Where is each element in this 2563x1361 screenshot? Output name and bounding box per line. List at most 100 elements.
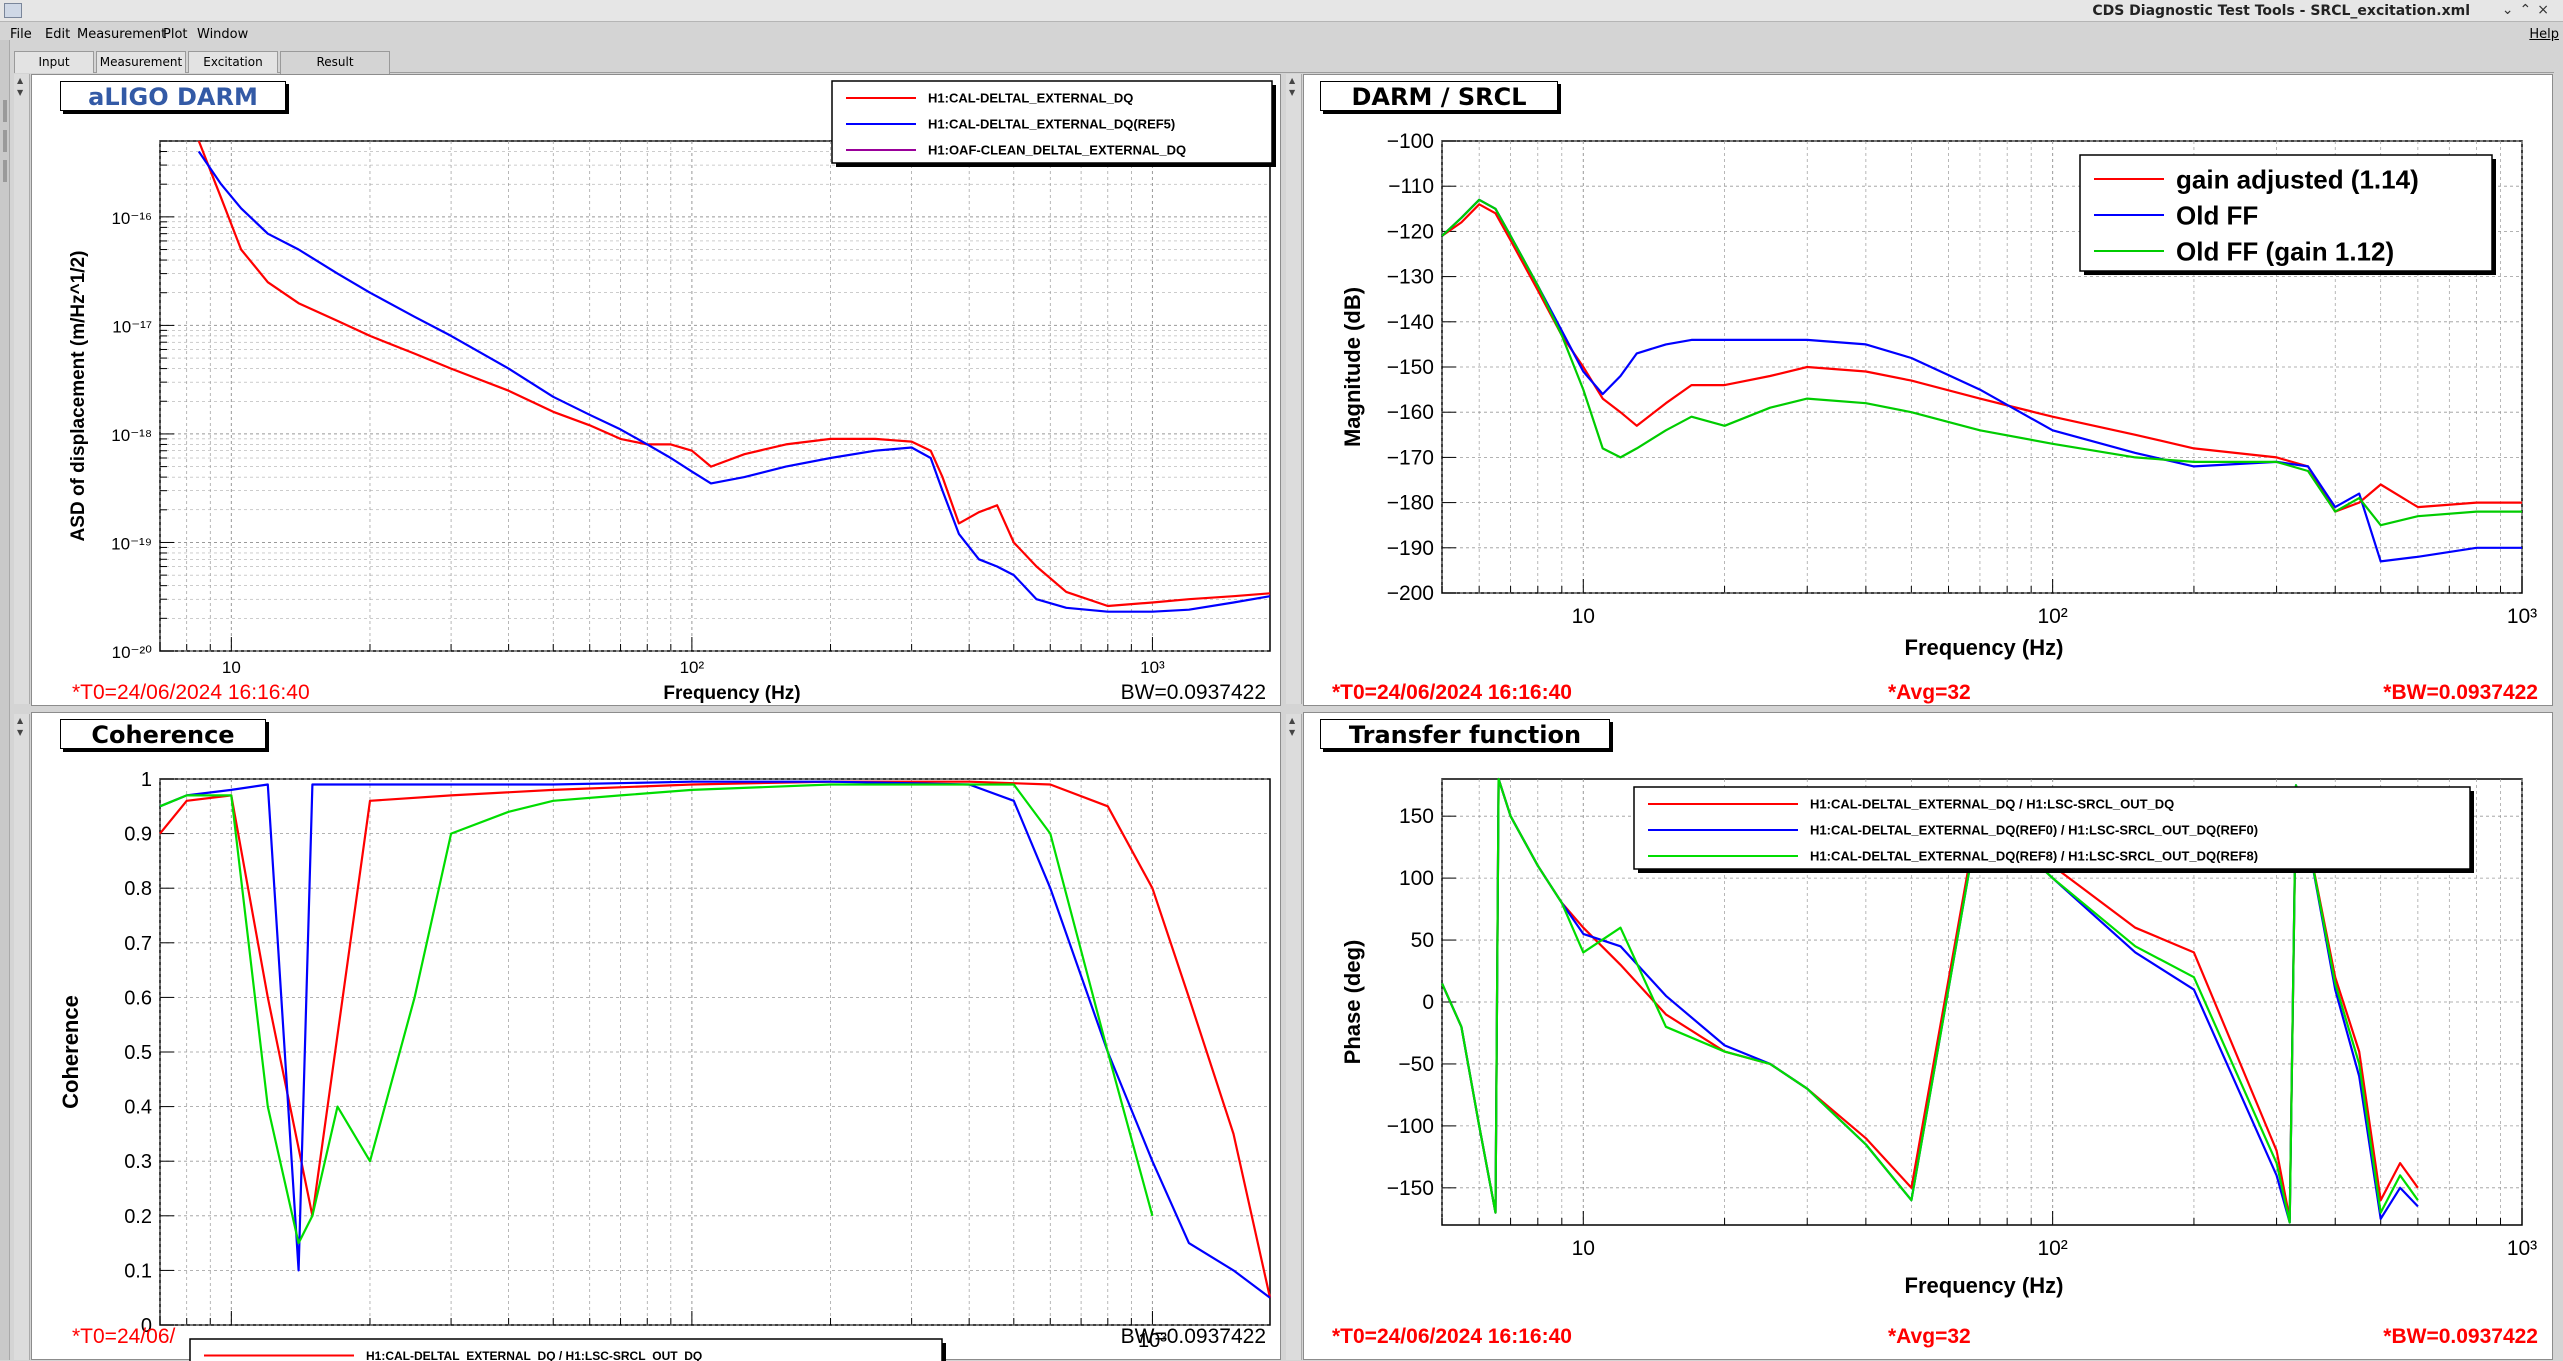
x-tick-label: 10 (1572, 1237, 1595, 1260)
y-tick-label: −50 (1398, 1053, 1434, 1076)
series-line-2 (159, 780, 1271, 1299)
legend-label-1: gain adjusted (1.14) (2176, 164, 2419, 194)
plot-area: ▲ ▼ ▲ ▼ ▲ ▼ ▲ ▼ 10⁻¹⁶ 10⁻¹⁷ 10⁻¹⁸ 10⁻¹⁹ 10⁻²⁰ 10 1… (14, 74, 2554, 1361)
y-axis-label: Coherence (58, 995, 83, 1109)
pad-darm: 10⁻¹⁶ 10⁻¹⁷ 10⁻¹⁸ 10⁻¹⁹ 10⁻²⁰ 10 10² 10³ Frequen… (31, 74, 1281, 706)
y-tick-label: 10⁻²⁰ (112, 643, 153, 662)
legend-label-1: H1:CAL-DELTAL_EXTERNAL_DQ (928, 91, 1133, 106)
series-line-3 (1440, 777, 2419, 1224)
series-line-1 (159, 780, 1272, 1298)
pad-scrollbar-right-bottom[interactable]: ▲ ▼ (1286, 714, 1302, 1360)
tab-input[interactable]: Input (14, 51, 94, 73)
menu-edit[interactable]: Edit (45, 27, 71, 42)
y-tick-label: 0.8 (124, 878, 152, 900)
x-tick-label: 10 (1572, 605, 1595, 628)
footer-bw-tf: *BW=0.0937422 (2383, 1325, 2538, 1348)
menu-file[interactable]: File (10, 27, 32, 42)
y-tick-label: 10⁻¹⁸ (111, 426, 152, 445)
x-tick-label: 10² (2037, 605, 2067, 628)
y-tick-label: 100 (1399, 867, 1434, 890)
y-tick-label: 0.1 (124, 1260, 152, 1282)
legend-label-2: Old FF (2176, 200, 2258, 230)
y-tick-label: −150 (1387, 1177, 1434, 1200)
y-tick-label: −110 (1388, 175, 1434, 198)
pad-coherence: 1 0.9 0.8 0.7 0.6 0.5 0.4 0.3 0.2 0.1 0 10³ Coherenc… (31, 712, 1281, 1361)
footer-t0-darm: *T0=24/06/2024 16:16:40 (72, 681, 310, 704)
y-tick-label: 150 (1399, 805, 1434, 828)
plot-frame (159, 140, 1271, 652)
legend-box (189, 1338, 943, 1361)
footer-bw-coh: BW=0.0937422 (1120, 1325, 1266, 1348)
y-tick-label: 1 (141, 769, 152, 791)
footer-t0-srcl: *T0=24/06/2024 16:16:40 (1332, 681, 1572, 704)
y-tick-label: 0.3 (124, 1151, 152, 1173)
menu-measurement[interactable]: Measurement (77, 27, 167, 42)
series-line-3 (1441, 198, 2522, 527)
y-tick-label: −190 (1387, 537, 1434, 560)
y-tick-label: 10⁻¹⁶ (111, 209, 152, 228)
y-tick-label: 10⁻¹⁷ (112, 317, 152, 336)
window-controls[interactable]: ⌄⌃× (2501, 2, 2555, 18)
legend-label-1: H1:CAL-DELTAL_EXTERNAL_DQ / H1:LSC-SRCL_… (366, 1349, 702, 1361)
x-tick-label: 10 (222, 658, 241, 677)
tab-result[interactable]: Result (280, 51, 390, 74)
y-tick-label: −100 (1387, 130, 1434, 153)
legend-label-3: Old FF (gain 1.12) (2176, 236, 2394, 266)
left-toolbar (0, 40, 10, 1360)
footer-avg-tf: *Avg=32 (1888, 1325, 1971, 1348)
pad-scrollbar-right-top[interactable]: ▲ ▼ (1286, 74, 1302, 704)
menu-help[interactable]: Help (2529, 27, 2559, 42)
tab-measurement[interactable]: Measurement (96, 51, 186, 73)
legend-label-2: H1:CAL-DELTAL_EXTERNAL_DQ(REF0) / H1:LSC… (1810, 823, 2258, 838)
legend-label-3: H1:OAF-CLEAN_DELTAL_EXTERNAL_DQ (928, 143, 1186, 158)
x-tick-label: 10³ (2507, 605, 2537, 628)
footer-t0-tf: *T0=24/06/2024 16:16:40 (1332, 1325, 1572, 1348)
x-axis-label: Frequency (Hz) (1905, 635, 2064, 660)
series-line-3 (159, 783, 1154, 1245)
x-axis-label: Frequency (Hz) (1905, 1273, 2064, 1298)
y-axis-label: Magnitude (dB) (1340, 287, 1365, 447)
y-tick-label: 0.5 (124, 1042, 152, 1064)
menu-bar: File Edit Measurement Plot Window Help (0, 24, 2563, 46)
tab-excitation[interactable]: Excitation (188, 51, 278, 73)
app-icon (4, 3, 22, 18)
y-tick-label: 0 (141, 1315, 152, 1337)
y-tick-label: 0.2 (124, 1206, 152, 1228)
y-tick-label: −160 (1387, 401, 1434, 424)
legend-label-2: H1:CAL-DELTAL_EXTERNAL_DQ(REF5) (928, 117, 1175, 132)
y-tick-label: 0.4 (124, 1097, 152, 1119)
y-tick-label: −120 (1387, 220, 1434, 243)
menu-window[interactable]: Window (197, 27, 249, 42)
legend-label-3: H1:CAL-DELTAL_EXTERNAL_DQ(REF8) / H1:LSC… (1810, 849, 2258, 864)
pad-transfer-function: 150 100 50 0 −50 −100 −150 10 10² 10³ Frequency (H… (1303, 712, 2553, 1360)
y-tick-label: −140 (1387, 311, 1434, 334)
y-tick-label: −100 (1387, 1115, 1434, 1138)
title-bar: CDS Diagnostic Test Tools - SRCL_excitat… (0, 0, 2563, 22)
menu-plot[interactable]: Plot (163, 27, 188, 42)
footer-avg-srcl: *Avg=32 (1888, 681, 1971, 704)
footer-bw-srcl: *BW=0.0937422 (2383, 681, 2538, 704)
y-tick-label: −170 (1387, 446, 1434, 469)
pad-title-tf: Transfer function (1320, 719, 1610, 749)
x-tick-label: 10² (2037, 1237, 2067, 1260)
footer-bw-darm: BW=0.0937422 (1120, 681, 1266, 704)
x-tick-label: 10² (680, 658, 705, 677)
y-tick-label: 0.9 (124, 824, 152, 846)
y-tick-label: 0.6 (124, 987, 152, 1009)
x-axis-label: Frequency (Hz) (663, 683, 800, 704)
x-tick-label: 10³ (1140, 658, 1165, 677)
pad-title-coherence: Coherence (60, 719, 266, 749)
pad-scrollbar-left-top[interactable]: ▲ ▼ (14, 74, 30, 704)
y-tick-label: −200 (1387, 582, 1434, 605)
pad-title-srcl: DARM / SRCL (1320, 81, 1558, 111)
pad-scrollbar-left-bottom[interactable]: ▲ ▼ (14, 714, 30, 1360)
window-title: CDS Diagnostic Test Tools - SRCL_excitat… (2092, 3, 2470, 19)
tab-bar: Input Measurement Excitation Result (14, 51, 2554, 74)
footer-t0-coh: *T0=24/06/ (72, 1325, 176, 1348)
y-tick-label: 10⁻¹⁹ (111, 534, 152, 553)
series-line-2 (197, 150, 1271, 613)
series-line-1 (197, 140, 1271, 608)
x-tick-label: 10³ (1138, 1330, 1167, 1352)
y-tick-label: −180 (1387, 492, 1434, 515)
legend-label-1: H1:CAL-DELTAL_EXTERNAL_DQ / H1:LSC-SRCL_… (1810, 797, 2174, 812)
